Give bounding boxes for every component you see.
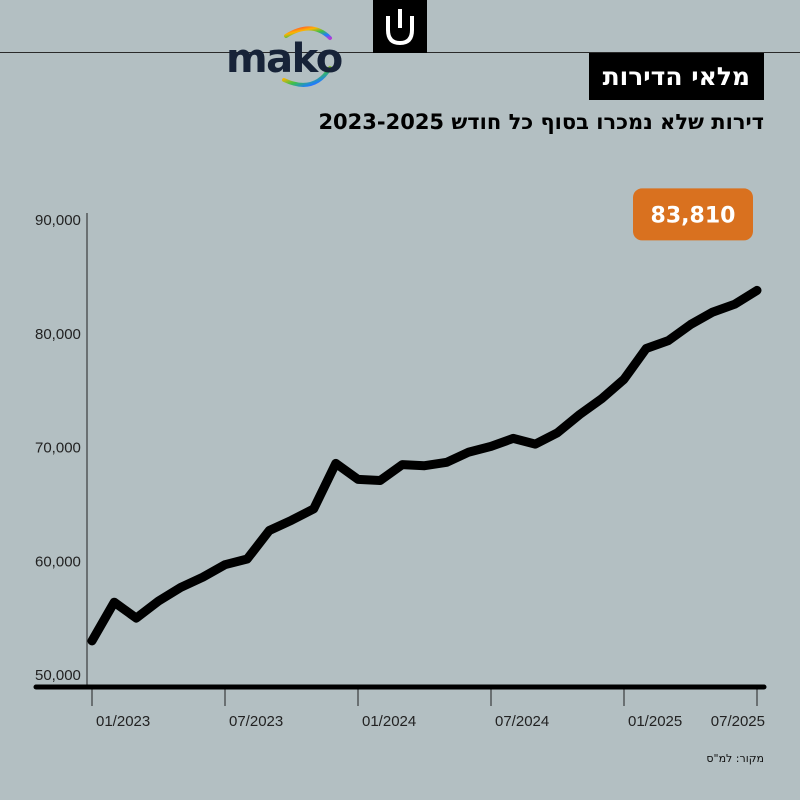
y-tick-label: 50,000: [35, 667, 81, 684]
x-tick-label: 01/2025: [628, 713, 682, 730]
channel-logo: [373, 0, 427, 53]
y-tick-label: 90,000: [35, 212, 81, 229]
chart-subtitle: דירות שלא נמכרו בסוף כל חודש 2023-2025: [318, 110, 764, 134]
x-tick-label: 07/2025: [711, 713, 765, 730]
y-tick-label: 80,000: [35, 326, 81, 343]
y-tick-label: 60,000: [35, 553, 81, 570]
x-tick-label: 07/2024: [495, 713, 549, 730]
chart-title-box: מלאי הדירות: [588, 53, 764, 100]
series-line: [87, 285, 762, 646]
callout-box: [633, 188, 753, 241]
y-axis-ticks: 50,000 60,000 70,000 80,000 90,000: [35, 212, 81, 684]
x-tick-label: 07/2023: [229, 713, 283, 730]
callout-label: 83,810: [651, 203, 736, 228]
y-tick-label: 70,000: [35, 440, 81, 457]
x-tick-label: 01/2023: [96, 713, 150, 730]
mako-logo: mako: [226, 24, 352, 88]
mako-rainbow-arc-icon: [282, 26, 332, 87]
x-tick-label: 01/2024: [362, 713, 416, 730]
x-axis-ticks: 01/2023 07/2023 01/2024 07/2024 01/2025 07/20…: [91, 687, 765, 730]
u-shape-icon: [386, 9, 414, 46]
last-value-callout: 83,810: [633, 188, 753, 241]
mako-logo-text: mako: [226, 36, 343, 82]
data-source-note: מקור: למ"ס: [706, 752, 764, 765]
